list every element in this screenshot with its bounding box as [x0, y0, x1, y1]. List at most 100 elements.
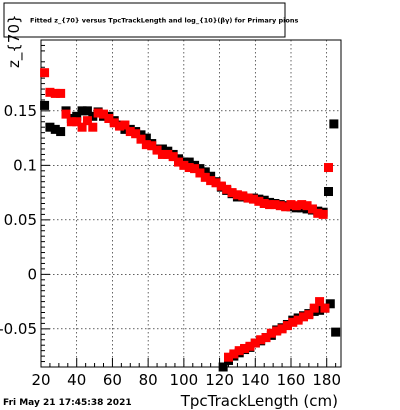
x-tick-label: 20: [31, 371, 50, 389]
data-point: [163, 149, 173, 159]
data-point: [152, 145, 162, 155]
data-markers: [40, 68, 341, 372]
data-point: [109, 118, 119, 128]
data-point: [174, 157, 183, 167]
chart-title: Fitted z_{70} versus TpcTrackLength and …: [30, 17, 298, 25]
data-point: [250, 338, 260, 348]
data-point: [120, 120, 130, 130]
data-point: [93, 108, 103, 118]
data-point: [50, 88, 60, 98]
data-point: [240, 343, 250, 353]
title-box: [3, 2, 286, 38]
data-point: [309, 303, 319, 313]
data-point: [141, 133, 151, 143]
data-point: [293, 315, 303, 325]
data-point: [141, 140, 151, 150]
y-tick-label: 0: [27, 265, 37, 283]
data-point: [243, 193, 253, 203]
x-tick-label: 60: [103, 371, 122, 389]
data-point: [325, 299, 335, 309]
data-point: [286, 200, 296, 210]
x-tick-label: 120: [205, 371, 234, 389]
y-tick-label: 0.1: [13, 156, 37, 174]
data-point: [168, 152, 178, 162]
data-point: [291, 201, 301, 211]
data-point: [249, 194, 258, 204]
data-point: [266, 328, 276, 338]
data-point: [40, 68, 50, 78]
data-point: [297, 200, 307, 210]
data-point: [224, 352, 233, 362]
data-point: [331, 327, 341, 337]
data-point: [157, 149, 167, 159]
data-point: [104, 113, 114, 123]
data-point: [179, 160, 189, 170]
timestamp: Fri May 21 17:45:38 2021: [3, 398, 132, 408]
data-point: [329, 119, 339, 129]
x-tick-label: 40: [67, 371, 86, 389]
data-point: [324, 187, 333, 197]
data-point: [195, 168, 205, 178]
tick-labels: 20 40 60 80 100 120 140 160 180 -0.05 0 0.05 0.1 0.15: [0, 102, 341, 389]
data-point: [77, 106, 87, 116]
x-tick-label: 100: [170, 371, 199, 389]
data-point: [77, 122, 87, 132]
data-point: [254, 196, 264, 206]
data-point: [211, 178, 221, 188]
x-tick-label: 160: [277, 371, 306, 389]
data-point: [259, 199, 269, 208]
data-point: [265, 200, 275, 210]
data-point: [72, 117, 82, 127]
data-point: [281, 202, 291, 212]
data-point: [131, 129, 141, 139]
data-point: [45, 87, 55, 97]
x-tick-label: 180: [312, 371, 341, 389]
data-point: [270, 200, 280, 210]
data-point: [125, 127, 135, 137]
data-point: [200, 167, 210, 177]
data-point: [324, 163, 333, 173]
data-point: [157, 144, 167, 154]
data-point: [302, 201, 312, 211]
y-tick-label: -0.05: [0, 320, 37, 338]
data-point: [234, 346, 244, 356]
x-tick-label: 140: [241, 371, 270, 389]
data-point: [313, 208, 323, 218]
data-point: [88, 111, 98, 121]
data-point: [315, 305, 325, 315]
data-point: [40, 100, 50, 110]
data-point: [315, 297, 325, 307]
data-point: [261, 333, 271, 343]
data-point: [56, 88, 66, 98]
data-point: [88, 122, 98, 132]
data-point: [282, 321, 292, 331]
data-point: [184, 157, 194, 167]
data-point: [190, 164, 200, 174]
data-point: [232, 190, 242, 200]
data-point: [136, 134, 146, 144]
data-point: [307, 204, 317, 214]
data-point: [82, 106, 92, 116]
data-point: [245, 341, 255, 351]
data-point: [184, 163, 194, 173]
data-point: [277, 324, 287, 334]
data-point: [50, 124, 60, 134]
y-tick-label: 0.05: [4, 211, 37, 229]
data-point: [147, 141, 157, 151]
data-point: [218, 362, 228, 372]
data-point: [56, 127, 66, 137]
data-point: [61, 109, 71, 119]
data-point: [318, 209, 328, 219]
data-point: [66, 117, 76, 127]
data-point: [115, 121, 125, 131]
y-axis-label: z_{70}: [5, 14, 24, 68]
axis-ticks: [40, 39, 337, 368]
data-point: [99, 109, 108, 119]
x-tick-label: 80: [139, 371, 158, 389]
x-axis-label: TpcTrackLength (cm): [180, 392, 338, 410]
data-point: [82, 116, 92, 126]
data-point: [288, 317, 298, 327]
data-point: [200, 172, 210, 182]
data-point: [229, 349, 239, 359]
data-point: [299, 312, 308, 322]
